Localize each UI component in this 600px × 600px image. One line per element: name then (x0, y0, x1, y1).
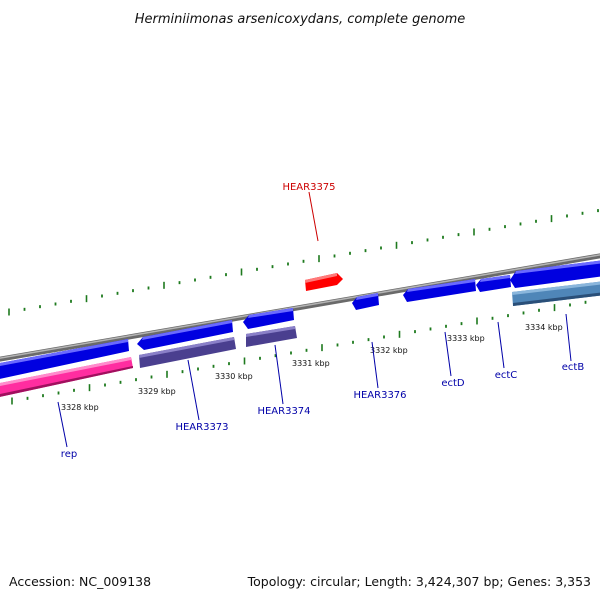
lower-tick-row (11, 300, 587, 405)
scale-labels: 3328 kbp 3329 kbp 3330 kbp 3331 kbp 3332… (61, 323, 563, 412)
leader-line-ectd (444, 331, 452, 377)
feature-arrow-rep-cds[interactable] (0, 339, 129, 380)
feature-arrow-hear3373-cds[interactable] (137, 320, 233, 350)
accession-text: Accession: NC_009138 (9, 574, 151, 589)
feature-arrows (0, 260, 600, 398)
feature-arrow-hear3375[interactable] (305, 273, 343, 291)
scale-label: 3333 kbp (447, 334, 485, 343)
scale-label: 3330 kbp (215, 372, 253, 381)
leader-line-hear3376 (371, 341, 379, 389)
feature-arrow-ectd-cds[interactable] (403, 279, 476, 302)
feature-arrow-hear3374-cds[interactable] (243, 308, 294, 329)
leader-line-rep (57, 401, 68, 448)
leader-line-ectb (565, 313, 572, 362)
gene-label-hear3374[interactable]: HEAR3374 (257, 406, 310, 417)
leader-line-hear3373 (187, 359, 200, 421)
gene-label-ectb[interactable]: ectB (562, 362, 585, 373)
feature-arrow-ectb-protein[interactable] (512, 281, 600, 306)
gene-leader-lines (57, 191, 572, 448)
gene-label-ectc[interactable]: ectC (495, 370, 518, 381)
scale-label: 3334 kbp (525, 323, 563, 332)
feature-arrow-rep-rna[interactable] (0, 357, 133, 398)
gene-label-rep[interactable]: rep (61, 449, 77, 460)
feature-arrow-hear3373-protein[interactable] (139, 337, 236, 368)
scale-label: 3329 kbp (138, 387, 176, 396)
scale-label: 3332 kbp (370, 346, 408, 355)
scale-label: 3328 kbp (61, 403, 99, 412)
scale-label: 3331 kbp (292, 359, 330, 368)
leader-line-hear3375 (308, 191, 319, 242)
gene-label-ectd[interactable]: ectD (441, 378, 465, 389)
feature-arrow-ectc-cds[interactable] (476, 275, 511, 292)
gene-label-hear3373[interactable]: HEAR3373 (175, 422, 228, 433)
genome-summary-text: Topology: circular; Length: 3,424,307 bp… (247, 574, 591, 589)
gene-labels: rep HEAR3373 HEAR3374 HEAR3375 HEAR3376 … (61, 182, 585, 460)
gene-label-hear3375[interactable]: HEAR3375 (282, 182, 335, 193)
feature-arrow-ectb-cds[interactable] (510, 260, 600, 288)
leader-line-ectc (497, 321, 505, 369)
upper-tick-row (8, 209, 599, 316)
feature-arrow-hear3374-protein[interactable] (246, 326, 297, 347)
gene-label-hear3376[interactable]: HEAR3376 (353, 390, 406, 401)
feature-arrow-hear3376-cds[interactable] (352, 293, 379, 310)
leader-line-hear3374 (274, 344, 284, 405)
map-title: Herminiimonas arsenicoxydans, complete g… (135, 12, 465, 27)
genome-backbone (0, 253, 600, 362)
